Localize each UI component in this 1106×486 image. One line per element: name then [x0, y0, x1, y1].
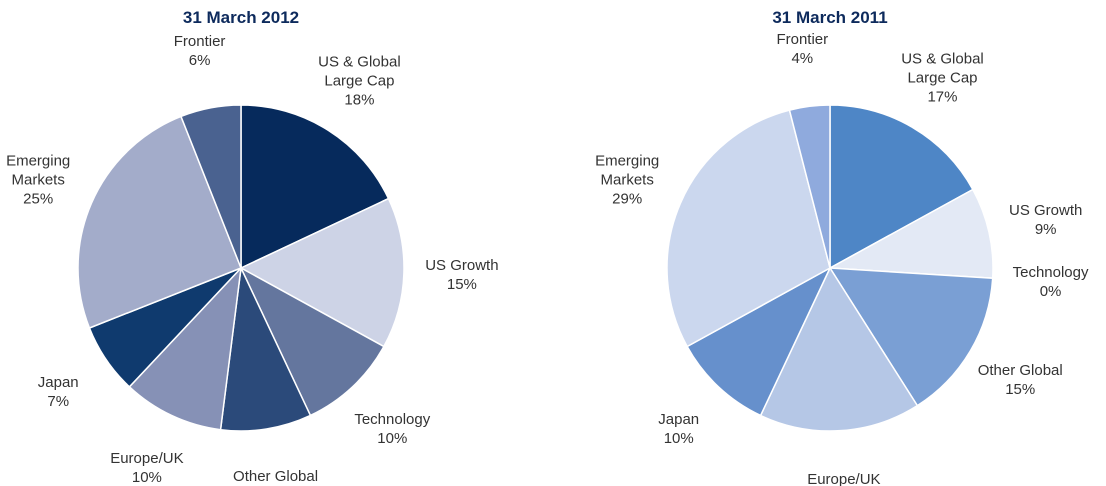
slice-category: Japan — [658, 411, 700, 429]
slice-value: 10% — [131, 468, 162, 486]
slice-label: Frontier 4% — [754, 30, 850, 68]
pie-slice — [77, 115, 242, 329]
slice-category: US Growth — [425, 256, 499, 274]
slice-category: Technology — [354, 411, 431, 429]
slice-category: Other Global — [233, 468, 319, 486]
slice-category: Frontier — [776, 30, 829, 48]
slice-value: 18% — [344, 91, 375, 109]
slice-label: Europe/UK16% — [796, 470, 892, 486]
pie-slice — [759, 266, 919, 432]
slice-category: Europe/UK — [110, 449, 184, 467]
slice-label: US Growth 15% — [414, 256, 510, 294]
slice-label: Technology 10% — [344, 410, 440, 448]
slice-category: Europe/UK — [807, 470, 881, 486]
slice-label: Technology 0% — [1003, 263, 1099, 301]
slice-category: Emerging Markets — [595, 152, 660, 189]
slice-label: Emerging Markets 25% — [0, 152, 86, 209]
slice-label: Japan 10% — [631, 410, 727, 448]
slice-value: 10% — [377, 430, 408, 448]
slice-label: Emerging Markets 29% — [579, 152, 675, 209]
chart-title: 31 March 2012 — [182, 8, 300, 27]
pie-slice — [666, 109, 831, 348]
slice-category: Other Global — [977, 362, 1063, 380]
pie-slice — [686, 266, 832, 417]
pie-slice — [828, 267, 994, 407]
pie-slice — [240, 104, 390, 270]
slice-value: 7% — [47, 393, 70, 411]
slice-value: 6% — [188, 51, 211, 69]
slice-category: Japan — [37, 374, 79, 392]
slice-value: 4% — [791, 49, 814, 67]
slice-label: US & Global Large Cap 17% — [894, 49, 990, 106]
slice-value: 17% — [927, 88, 958, 106]
slice-value: 15% — [446, 275, 477, 293]
pie-slice — [128, 265, 243, 431]
slice-category: Emerging Markets — [6, 152, 71, 189]
pie-slice — [788, 104, 831, 269]
pie-slice — [219, 265, 312, 432]
slice-value: 29% — [612, 190, 643, 208]
slice-label: Japan 7% — [10, 373, 106, 411]
slice-value: 15% — [1005, 381, 1036, 399]
slice-label: Other Global9% — [228, 467, 324, 486]
slice-label: Other Global 15% — [972, 361, 1068, 399]
pie-slice — [829, 104, 974, 270]
slice-category: US & Global Large Cap — [901, 50, 984, 87]
slice-label: US Growth 9% — [998, 201, 1094, 239]
slice-value: 25% — [23, 190, 54, 208]
slice-label: Frontier 6% — [152, 32, 248, 70]
slice-category: US & Global Large Cap — [318, 53, 401, 90]
pie-slice — [827, 188, 994, 280]
slice-category: US Growth — [1008, 201, 1083, 219]
chart-title: 31 March 2011 — [772, 8, 888, 27]
slice-value: 9% — [1034, 220, 1057, 238]
pie-slice — [239, 266, 385, 417]
slice-label: US & Global Large Cap 18% — [311, 53, 407, 110]
slice-label: Europe/UK 10% — [99, 449, 195, 486]
slice-value: 0% — [1039, 282, 1062, 300]
pie-slice — [180, 104, 242, 269]
pie-slice — [239, 197, 405, 348]
slice-value: 10% — [663, 430, 694, 448]
slice-category: Frontier — [173, 32, 226, 50]
slice-category: Technology — [1012, 263, 1089, 281]
